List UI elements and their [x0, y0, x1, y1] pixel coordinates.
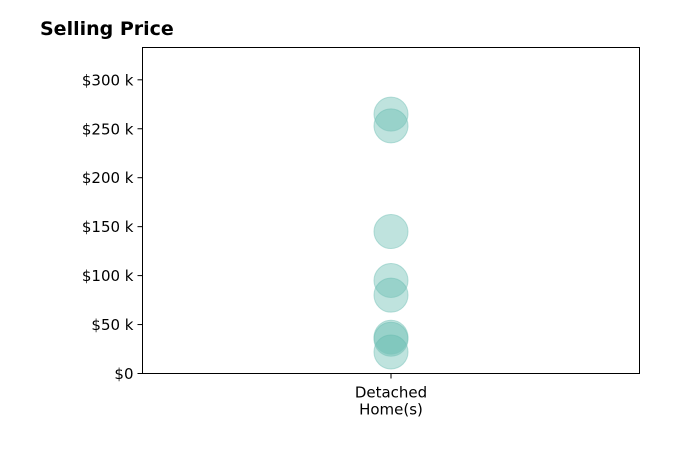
- x-tick-label-line: Detached: [355, 384, 427, 402]
- data-points: [373, 96, 409, 370]
- y-tick-label: $0: [114, 365, 133, 383]
- y-tick-label: $250 k: [82, 120, 134, 138]
- x-tick-label-line: Home(s): [359, 401, 423, 419]
- y-tick-label: $100 k: [82, 267, 134, 285]
- x-axis: Detached Home(s): [355, 373, 427, 419]
- data-point: [373, 108, 409, 144]
- y-tick-label: $150 k: [82, 218, 134, 236]
- data-point: [373, 96, 409, 132]
- data-point: [373, 277, 409, 313]
- y-tick-label: $50 k: [91, 316, 133, 334]
- data-point: [373, 334, 409, 370]
- data-point: [373, 262, 409, 298]
- x-tick-label: Detached Home(s): [355, 384, 427, 419]
- plot-area-frame: [142, 47, 640, 374]
- y-tick-label: $300 k: [82, 71, 134, 89]
- data-point: [373, 214, 409, 250]
- y-axis: $0 $50 k $100 k $150 k $200 k $250 k $300 k: [82, 71, 143, 383]
- y-tick-label: $200 k: [82, 169, 134, 187]
- data-point: [373, 319, 409, 355]
- chart-title: Selling Price: [40, 18, 174, 40]
